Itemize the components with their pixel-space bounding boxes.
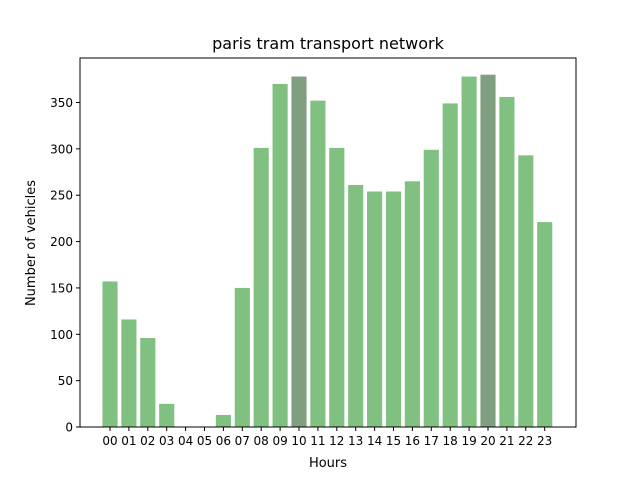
y-tick-label: 0 — [65, 421, 73, 435]
x-tick-label-18: 18 — [443, 434, 458, 448]
x-axis-label: Hours — [309, 456, 347, 471]
y-tick-label: 200 — [50, 235, 73, 249]
x-tick-label-17: 17 — [424, 434, 439, 448]
x-tick-label-21: 21 — [499, 434, 514, 448]
y-tick-label: 300 — [50, 142, 73, 156]
y-tick-label: 250 — [50, 189, 73, 203]
bar-03 — [159, 403, 175, 427]
bar-20 — [480, 74, 496, 427]
bar-15 — [385, 191, 402, 427]
plot-frame — [79, 57, 577, 428]
bar-16 — [404, 181, 420, 427]
bar-08 — [253, 147, 269, 427]
bar-19 — [461, 76, 477, 427]
y-tick-label: 50 — [58, 374, 73, 388]
bars-group — [102, 74, 553, 428]
x-tick-label-01: 01 — [121, 434, 136, 448]
y-tick-label: 150 — [50, 281, 73, 295]
bar-18 — [442, 103, 458, 428]
bar-07 — [234, 287, 250, 427]
bar-02 — [140, 337, 156, 427]
bar-11 — [310, 100, 326, 428]
bar-17 — [423, 149, 439, 428]
x-tick-label-22: 22 — [518, 434, 533, 448]
x-tick-label-16: 16 — [405, 434, 420, 448]
x-tick-label-03: 03 — [159, 434, 174, 448]
bar-00 — [102, 281, 118, 427]
y-tick-label: 350 — [50, 96, 73, 110]
bar-23 — [537, 222, 553, 427]
x-axis-ticks: 00 01 02 03 04 05 06 07 08 09 10 11 12 13 14 15 16 17 18 19… — [102, 427, 552, 448]
y-axis-label: Number of vehicles — [24, 180, 39, 306]
x-tick-label-19: 19 — [461, 434, 476, 448]
chart-title: paris tram transport network — [212, 34, 444, 53]
x-tick-label-09: 09 — [272, 434, 287, 448]
x-tick-label-11: 11 — [310, 434, 325, 448]
x-tick-label-14: 14 — [367, 434, 382, 448]
x-tick-label-07: 07 — [235, 434, 250, 448]
bar-13 — [348, 185, 364, 427]
x-tick-label-20: 20 — [480, 434, 495, 448]
x-tick-label-23: 23 — [537, 434, 552, 448]
x-tick-label-05: 05 — [197, 434, 212, 448]
y-axis-ticks: 0 50 100 150 200 250 300 350 — [50, 96, 80, 435]
bar-10 — [291, 76, 307, 427]
x-tick-label-15: 15 — [386, 434, 401, 448]
x-tick-label-04: 04 — [178, 434, 193, 448]
bar-22 — [518, 155, 534, 427]
x-tick-label-12: 12 — [329, 434, 344, 448]
x-tick-label-08: 08 — [254, 434, 269, 448]
x-tick-label-00: 00 — [102, 434, 117, 448]
bar-14 — [367, 191, 383, 427]
bar-12 — [329, 147, 345, 427]
bar-06 — [215, 414, 231, 427]
x-tick-label-06: 06 — [216, 434, 231, 448]
bar-09 — [272, 83, 288, 428]
bar-21 — [499, 96, 515, 427]
x-tick-label-02: 02 — [140, 434, 155, 448]
x-tick-label-13: 13 — [348, 434, 363, 448]
x-tick-label-10: 10 — [291, 434, 306, 448]
y-tick-label: 100 — [50, 328, 73, 342]
bar-01 — [121, 319, 137, 427]
